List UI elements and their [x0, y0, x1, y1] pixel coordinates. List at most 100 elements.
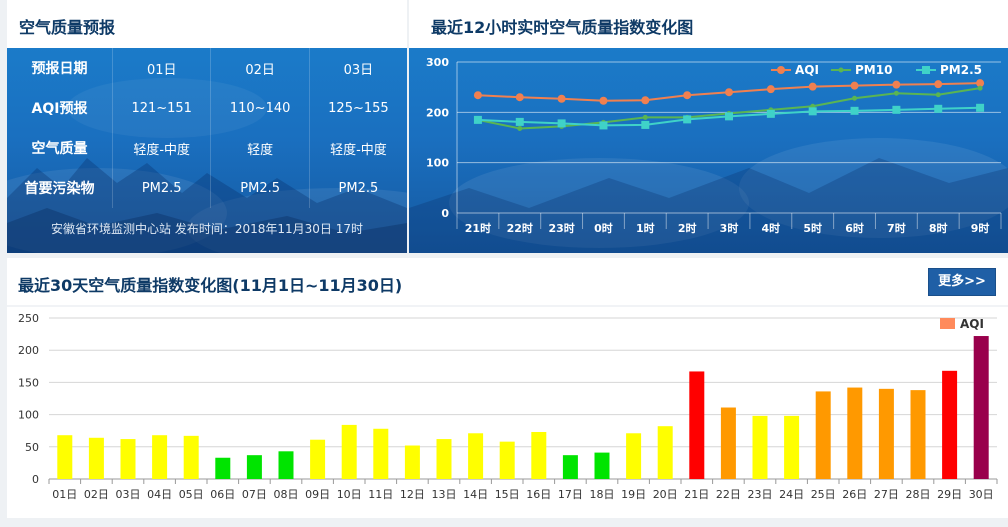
x-tick-label: 22日 [716, 488, 741, 501]
bar [468, 433, 484, 479]
day-aqi: 110~140 [210, 88, 310, 128]
x-tick-label: 24日 [779, 488, 804, 501]
forecast-footer: 安徽省环境监测中心站 发布时间：2018年11月30日 17时 [51, 222, 363, 236]
data-point [893, 90, 899, 96]
x-tick-label: 27日 [874, 488, 899, 501]
bar [278, 451, 294, 479]
bar [657, 426, 673, 479]
x-tick-label: 9时 [971, 221, 990, 235]
y-tick-label: 200 [18, 344, 39, 357]
legend-label: AQI [795, 63, 819, 77]
monthly-panel: 最近30天空气质量指数变化图(11月1日~11月30日) 更多>> 0 50 100… [7, 258, 1008, 518]
x-tick-label: 8时 [929, 221, 948, 235]
data-point [977, 85, 983, 91]
bar [152, 435, 168, 479]
y-tick-label: 100 [18, 409, 39, 422]
day-quality: 轻度-中度 [330, 142, 387, 158]
more-button[interactable]: 更多>> [928, 268, 996, 296]
x-tick-label: 21时 [465, 221, 491, 235]
data-point [850, 106, 859, 115]
bar [404, 445, 420, 479]
y-tick-label: 100 [426, 157, 449, 170]
monthly-chart: 0 50 100 150 200 250 01日 02日 03日 04日 05日 06日 07日 08日 0… [7, 305, 1008, 501]
data-point [683, 91, 692, 100]
x-tick-label: 07日 [242, 488, 267, 501]
x-tick-label: 04日 [147, 488, 172, 501]
data-point [976, 79, 985, 88]
x-tick-label: 05日 [179, 488, 204, 501]
day-aqi: 121~151 [112, 88, 212, 128]
day-quality: 轻度 [210, 128, 310, 168]
data-point [599, 96, 608, 105]
x-tick-label: 1时 [636, 221, 655, 235]
bar [531, 431, 547, 479]
y-tick-label: 200 [426, 106, 449, 119]
y-tick-label: 250 [18, 312, 39, 325]
x-tick-label: 23时 [548, 221, 574, 235]
header-date: 预报日期 [7, 48, 113, 88]
data-point [557, 94, 566, 103]
data-point [934, 104, 943, 113]
table-row: 空气质量 轻度-中度 轻度 轻度-中度 [7, 128, 407, 168]
x-tick-label: 17日 [558, 488, 583, 501]
x-tick-label: 09日 [305, 488, 330, 501]
x-tick-label: 16日 [526, 488, 551, 501]
x-tick-label: 02日 [84, 488, 109, 501]
y-tick-label: 0 [441, 207, 449, 220]
day-pollutant: PM2.5 [112, 168, 212, 208]
bar [562, 455, 578, 479]
table-row: 首要污染物 PM2.5 PM2.5 PM2.5 [7, 168, 407, 208]
data-point [515, 117, 524, 126]
data-point [683, 115, 692, 124]
x-tick-label: 01日 [52, 488, 77, 501]
bar [847, 387, 863, 479]
forecast-table: 预报日期 01日 02日 03日 AQI预报 121~151 110~140 1… [7, 48, 407, 208]
data-point [473, 115, 482, 124]
bar [310, 439, 326, 479]
x-tick-label: 22时 [507, 221, 533, 235]
data-point [808, 107, 817, 116]
y-tick-label: 300 [426, 56, 449, 69]
data-point [852, 95, 858, 101]
data-point [725, 88, 733, 97]
x-tick-label: 2时 [678, 221, 697, 235]
x-tick-label: 12日 [400, 488, 425, 501]
x-tick-label: 15日 [495, 488, 520, 501]
x-tick-label: 06日 [210, 488, 235, 501]
x-tick-label: 11日 [368, 488, 393, 501]
day-quality: 轻度-中度 [112, 128, 212, 168]
x-tick-label: 29日 [937, 488, 962, 501]
header-pollutant: 首要污染物 [7, 168, 113, 208]
data-point [473, 91, 482, 100]
data-point [892, 105, 901, 114]
bar [720, 407, 736, 479]
data-point [892, 80, 901, 89]
bar [815, 391, 831, 479]
bar [594, 452, 610, 479]
forecast-title: 空气质量预报 [19, 18, 116, 37]
x-tick-label: 28日 [906, 488, 931, 501]
legend-label: PM2.5 [940, 63, 982, 77]
legend-marker [922, 66, 930, 74]
day-date: 03日 [343, 62, 374, 78]
x-tick-label: 7时 [887, 221, 906, 235]
y-tick-label: 0 [32, 473, 39, 486]
bar [942, 370, 958, 479]
bar [215, 457, 231, 479]
data-point [850, 81, 859, 90]
data-point [641, 96, 650, 105]
bar [499, 441, 515, 479]
data-point [808, 82, 817, 91]
x-tick-label: 19日 [621, 488, 646, 501]
data-point [557, 119, 566, 128]
legend-label: PM10 [855, 63, 892, 77]
x-tick-label: 23日 [748, 488, 773, 501]
x-tick-label: 0时 [594, 221, 613, 235]
table-row: AQI预报 121~151 110~140 125~155 [7, 88, 407, 128]
bar [910, 390, 926, 479]
legend-label: AQI [960, 317, 984, 331]
monthly-title: 最近30天空气质量指数变化图(11月1日~11月30日) [18, 276, 403, 295]
x-tick-label: 14日 [463, 488, 488, 501]
x-tick-label: 18日 [590, 488, 615, 501]
realtime-background [409, 48, 1008, 253]
